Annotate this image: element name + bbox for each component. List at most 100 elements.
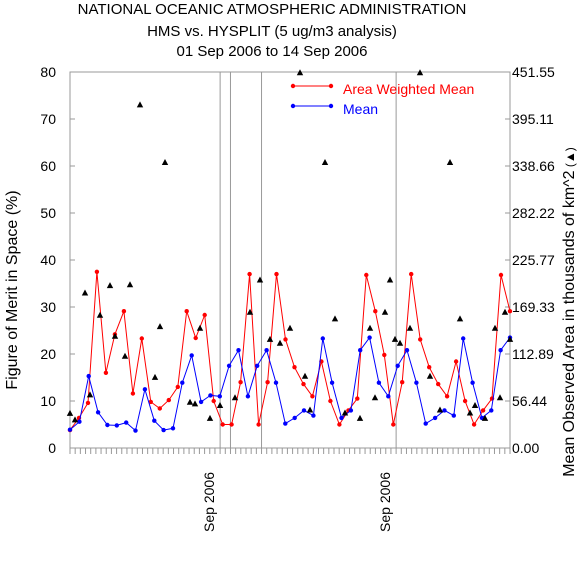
triangle-marker — [371, 394, 379, 401]
data-point — [400, 380, 405, 385]
legend-item-mean: Mean — [290, 101, 378, 117]
legend-item-area-weighted-mean: Area Weighted Mean — [290, 81, 474, 97]
triangle-marker — [136, 101, 144, 108]
triangle-marker — [276, 339, 284, 346]
series-line — [69, 271, 511, 431]
data-point — [301, 408, 307, 413]
y-tick-label-left: 80 — [40, 64, 56, 80]
data-point — [427, 365, 432, 370]
reference-lines — [219, 72, 397, 448]
data-point — [105, 422, 110, 428]
data-point — [418, 337, 423, 342]
y-tick-label-left: 50 — [40, 205, 56, 221]
data-point — [94, 269, 100, 274]
series-mean — [67, 335, 513, 433]
triangle-marker — [206, 414, 214, 421]
data-point — [489, 408, 494, 413]
data-point — [404, 348, 410, 353]
triangle-marker — [231, 394, 239, 401]
data-point — [256, 422, 261, 427]
triangle-marker — [246, 308, 254, 315]
triangle-marker — [186, 398, 194, 405]
data-point — [348, 408, 354, 413]
data-point — [320, 336, 325, 341]
data-point — [152, 418, 157, 423]
y-tick-label-left: 30 — [40, 299, 56, 315]
triangle-marker — [111, 332, 119, 339]
data-point — [95, 410, 101, 415]
triangle-marker — [191, 400, 199, 407]
triangle-marker — [266, 335, 274, 342]
data-point — [498, 272, 504, 278]
data-point — [395, 363, 400, 368]
triangle-marker — [456, 315, 464, 322]
data-point — [436, 381, 441, 387]
data-point — [193, 335, 198, 341]
triangle-marker — [96, 311, 104, 318]
x-tick-label: Sep 2006 — [201, 472, 217, 532]
data-point — [161, 427, 166, 433]
data-point — [409, 271, 414, 277]
data-point — [292, 365, 297, 370]
data-point — [264, 348, 269, 353]
data-point — [247, 271, 252, 277]
data-point — [255, 363, 260, 368]
triangle-marker — [506, 335, 514, 342]
series-line — [69, 336, 511, 432]
data-point — [208, 393, 213, 398]
data-point — [229, 422, 234, 427]
data-point — [121, 309, 127, 314]
triangle-marker — [356, 414, 364, 421]
y-tick-label-right: 395.11 — [512, 111, 554, 127]
data-point — [310, 394, 315, 399]
data-point — [133, 428, 138, 433]
data-point — [339, 415, 344, 421]
triangle-marker — [81, 289, 89, 296]
legend-label-mean: Mean — [343, 101, 378, 117]
triangle-marker — [496, 394, 504, 401]
triangle-marker — [471, 402, 479, 408]
triangle-marker — [126, 281, 134, 288]
y-axis-label-right-text: Mean Observed Area in thousands of km^2 — [561, 170, 578, 476]
series-area-weighted-mean — [67, 269, 513, 433]
data-point — [453, 359, 459, 364]
triangle-marker — [161, 159, 169, 165]
y-tick-label-left: 20 — [40, 346, 56, 362]
triangle-marker — [301, 372, 309, 379]
data-point — [423, 421, 428, 426]
chart-title-line-1: NATIONAL OCEANIC ATMOSPHERIC ADMINISTRAT… — [78, 1, 467, 18]
data-point — [498, 348, 503, 353]
data-point — [139, 336, 144, 341]
triangle-marker — [256, 276, 264, 283]
y-tick-label-right: 225.77 — [512, 252, 555, 268]
data-point — [470, 380, 475, 385]
data-point — [273, 380, 279, 385]
data-point — [86, 373, 91, 379]
data-point — [367, 335, 372, 340]
triangle-marker — [436, 406, 444, 413]
data-point — [358, 348, 363, 353]
data-point — [217, 394, 222, 399]
data-point — [292, 415, 297, 421]
data-point — [198, 399, 204, 405]
chart-title-line-3: 01 Sep 2006 to 14 Sep 2006 — [176, 43, 367, 60]
y-axis-right: 0.00 56.44 112.89 169.33 225.77 282.22 338.66 3… — [505, 64, 555, 456]
data-point — [103, 370, 109, 375]
triangle-marker — [416, 69, 424, 76]
data-point — [451, 413, 456, 418]
triangle-marker — [121, 352, 129, 359]
legend-swatch-marker — [328, 83, 334, 89]
series-mean-observed-area — [66, 69, 514, 423]
data-point — [283, 337, 288, 342]
triangle-icon: ▲ — [563, 151, 577, 163]
data-point — [480, 408, 486, 413]
data-point — [245, 394, 251, 399]
data-point — [67, 427, 73, 432]
data-point — [373, 309, 378, 314]
data-point — [166, 397, 171, 403]
triangle-marker — [151, 373, 159, 380]
legend-swatch-marker — [290, 103, 296, 109]
x-axis: Sep 2006 Sep 2006 — [69, 448, 511, 532]
data-point — [180, 380, 185, 385]
